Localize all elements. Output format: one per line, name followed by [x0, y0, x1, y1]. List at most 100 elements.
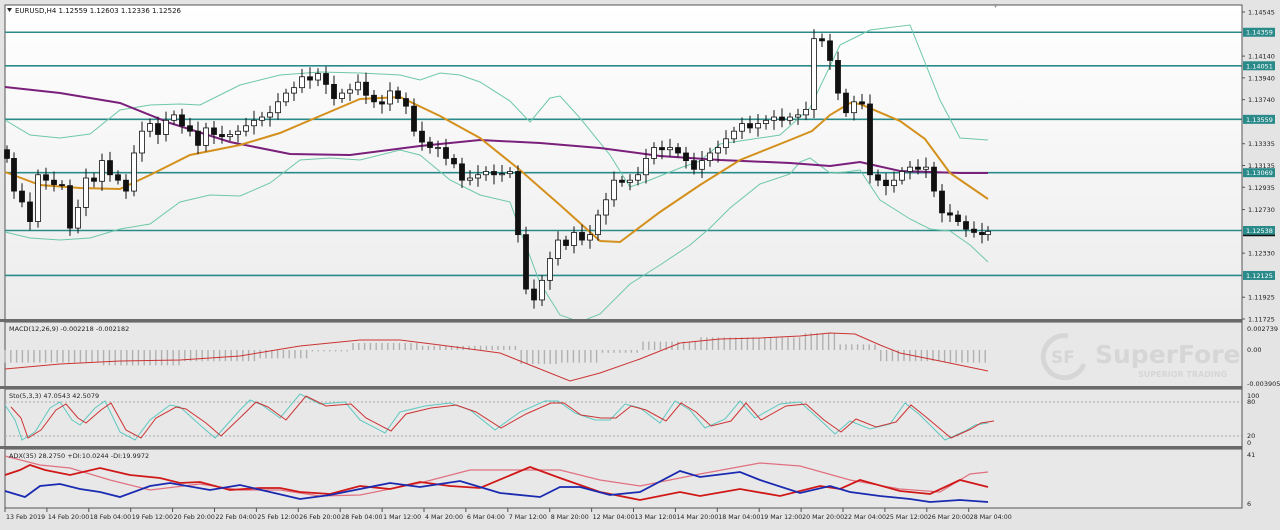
candle [771, 116, 777, 121]
candle [387, 90, 393, 105]
candle [371, 94, 377, 103]
candle [91, 177, 97, 182]
candle [131, 152, 137, 192]
candle [291, 87, 297, 94]
horizontal-levels[interactable] [5, 31, 1242, 277]
candle [835, 60, 841, 94]
candle [611, 179, 617, 201]
indicator-axis-label: 20 [1247, 432, 1255, 440]
candle [283, 92, 289, 103]
candle [635, 174, 641, 181]
candle [499, 173, 505, 176]
candle [851, 101, 857, 114]
time-tick-label: 18 Mar 04:00 [718, 514, 760, 521]
candle [51, 179, 57, 185]
price-tick-label: 1.11725 [1248, 316, 1275, 324]
candle [315, 73, 321, 81]
time-tick-label: 4 Mar 20:00 [425, 514, 463, 521]
candle [875, 174, 881, 181]
time-tick-label: 19 Mar 12:00 [760, 514, 802, 521]
time-tick-label: 22 Mar 04:00 [844, 514, 886, 521]
candle [515, 171, 521, 236]
level-price-label: 1.12125 [1246, 272, 1273, 280]
candle [347, 89, 353, 94]
indicator-axis-label: 100 [1247, 392, 1259, 400]
candle [459, 163, 465, 181]
time-tick-label: 8 Mar 20:00 [551, 514, 589, 521]
candle [299, 76, 305, 89]
price-tick-label: 1.12935 [1248, 184, 1275, 192]
indicator-axis-label: 80 [1247, 398, 1255, 406]
candle [819, 38, 825, 42]
price-tick-label: 1.13135 [1248, 162, 1275, 170]
indicator-axis-label: 6 [1247, 500, 1251, 508]
adx-pane[interactable] [4, 448, 1243, 509]
level-price-badge [1243, 225, 1275, 235]
candle [187, 125, 193, 132]
time-tick-label: 19 Feb 12:00 [132, 514, 173, 521]
candle [931, 166, 937, 192]
candlesticks [4, 29, 991, 309]
candle [331, 83, 337, 99]
time-tick-label: 22 Feb 04:00 [216, 514, 257, 521]
level-price-label: 1.14051 [1246, 62, 1273, 70]
candle [107, 160, 113, 176]
candle [883, 179, 889, 187]
candle [435, 147, 441, 149]
price-tick-label: 1.12730 [1248, 206, 1275, 214]
candle [643, 158, 649, 176]
candle [659, 147, 665, 151]
time-axis[interactable]: 13 Feb 2019 14 Feb 20:00 18 Feb 04:00 19 Fe… [4, 507, 1242, 521]
price-axis[interactable]: 1.14545 1.14140 1.13940 1.13740 1.13335 1.131… [1241, 5, 1275, 508]
level-price-badge [1243, 270, 1275, 280]
symbol-header[interactable]: EURUSD,H4 1.12559 1.12603 1.12336 1.1252… [7, 7, 182, 15]
macd-plot [4, 332, 989, 382]
superforex-logo-icon: SF [1040, 333, 1087, 381]
svg-text:SF: SF [1051, 348, 1075, 368]
candle [451, 158, 457, 165]
indicator-axis-label: -0.003905 [1247, 380, 1280, 388]
candle [11, 158, 17, 192]
indicator-axis-label: 0.002739 [1247, 325, 1278, 333]
candle [587, 234, 593, 241]
candle [691, 160, 697, 170]
macd-pane[interactable] [4, 321, 1243, 388]
candle [491, 171, 497, 176]
candle [579, 232, 585, 241]
candle [147, 123, 153, 132]
candle [363, 81, 369, 96]
candle [323, 73, 329, 85]
candle [179, 114, 185, 127]
candle [683, 152, 689, 162]
time-tick-label: 25 Feb 12:00 [257, 514, 298, 521]
stochastic-pane[interactable] [4, 388, 1243, 448]
candle [707, 152, 713, 162]
symbol-ohlc-label: EURUSD,H4 1.12559 1.12603 1.12336 1.1252… [15, 7, 182, 15]
candle [603, 199, 609, 216]
dropdown-triangle-icon[interactable] [7, 8, 12, 12]
time-tick-label: 26 Feb 20:00 [299, 514, 340, 521]
candle [115, 174, 121, 181]
candle [699, 160, 705, 170]
indicator-axis-label: 0 [1247, 439, 1251, 447]
candle [235, 130, 241, 135]
time-tick-label: 18 Feb 04:00 [90, 514, 131, 521]
candle [755, 123, 761, 129]
candle [251, 119, 257, 127]
level-price-badge [1243, 168, 1275, 178]
watermark-tagline: SUPERIOR TRADING [1138, 370, 1227, 379]
candle [139, 130, 145, 154]
chart-shift-marker-icon[interactable] [993, 4, 998, 8]
price-pane[interactable] [4, 4, 1243, 323]
level-price-label: 1.12538 [1246, 227, 1273, 235]
candle [971, 228, 977, 233]
candle [731, 130, 737, 140]
candle [675, 147, 681, 154]
indicator-axis-label: 41 [1247, 451, 1255, 459]
price-tick-label: 1.13940 [1248, 74, 1275, 82]
candle [963, 221, 969, 230]
level-price-label: 1.14359 [1246, 29, 1273, 37]
